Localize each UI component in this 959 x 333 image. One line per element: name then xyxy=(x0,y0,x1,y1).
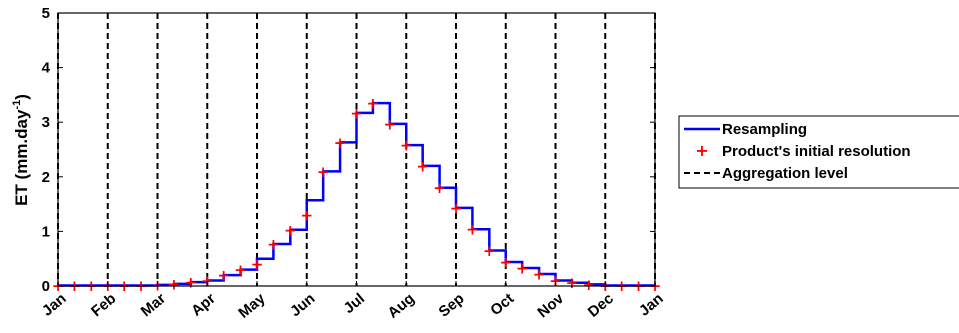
x-tick-label: Aug xyxy=(385,290,418,322)
product-marker: + xyxy=(300,207,313,225)
y-axis-title-suffix: ) xyxy=(12,94,31,100)
legend-marker-product: + xyxy=(695,141,708,160)
legend-label-aggregation: Aggregation level xyxy=(722,165,848,182)
product-marker: + xyxy=(450,199,463,217)
aggregation-lines xyxy=(57,13,656,286)
product-marker: + xyxy=(334,134,347,152)
product-marker: + xyxy=(416,157,429,175)
product-marker: + xyxy=(583,276,596,294)
x-tick-label: Jun xyxy=(287,290,318,320)
y-tick-label: 3 xyxy=(42,114,50,131)
product-marker: + xyxy=(516,259,529,277)
legend-label-product: Product's initial resolution xyxy=(722,143,911,160)
resampling-line xyxy=(58,101,655,287)
x-tick-label: Apr xyxy=(188,290,219,320)
product-marker: + xyxy=(251,256,264,274)
y-tick-label: 4 xyxy=(42,60,51,77)
y-axis-title-main: ET (mm.day xyxy=(12,109,31,206)
product-marker: + xyxy=(384,115,397,133)
product-marker: + xyxy=(367,95,380,113)
product-marker: + xyxy=(566,274,579,292)
y-axis-title: ET (mm.day-1) xyxy=(11,94,31,206)
product-marker: + xyxy=(466,221,479,239)
x-tick-label: Nov xyxy=(534,290,567,322)
product-marker: + xyxy=(533,265,546,283)
product-marker: + xyxy=(185,274,198,292)
y-axis: 0 1 2 3 4 5 xyxy=(42,5,655,295)
x-tick-label: Dec xyxy=(585,290,617,321)
product-marker: + xyxy=(350,104,363,122)
y-axis-title-superscript: -1 xyxy=(11,100,23,110)
product-marker: + xyxy=(284,221,297,239)
x-tick-label: May xyxy=(235,290,269,322)
product-marker: + xyxy=(499,253,512,271)
product-marker: + xyxy=(168,275,181,293)
product-marker: + xyxy=(433,179,446,197)
product-marker: + xyxy=(483,242,496,260)
x-tick-label: Oct xyxy=(487,290,517,319)
product-marker: + xyxy=(217,267,230,285)
x-tick-label: Jul xyxy=(341,290,369,317)
product-marker: + xyxy=(234,261,247,279)
y-tick-label: 0 xyxy=(42,278,50,295)
legend-box xyxy=(678,115,959,189)
product-marker: + xyxy=(317,163,330,181)
product-marker: + xyxy=(267,235,280,253)
y-tick-label: 5 xyxy=(42,5,50,22)
legend: Resampling + Product's initial resolutio… xyxy=(678,115,959,189)
x-tick-label: Sep xyxy=(436,290,468,321)
product-marker: + xyxy=(400,137,413,155)
legend-label-resampling: Resampling xyxy=(722,121,807,138)
resampling-series xyxy=(58,101,655,287)
y-tick-label: 1 xyxy=(42,223,50,240)
y-tick-label: 2 xyxy=(42,169,50,186)
